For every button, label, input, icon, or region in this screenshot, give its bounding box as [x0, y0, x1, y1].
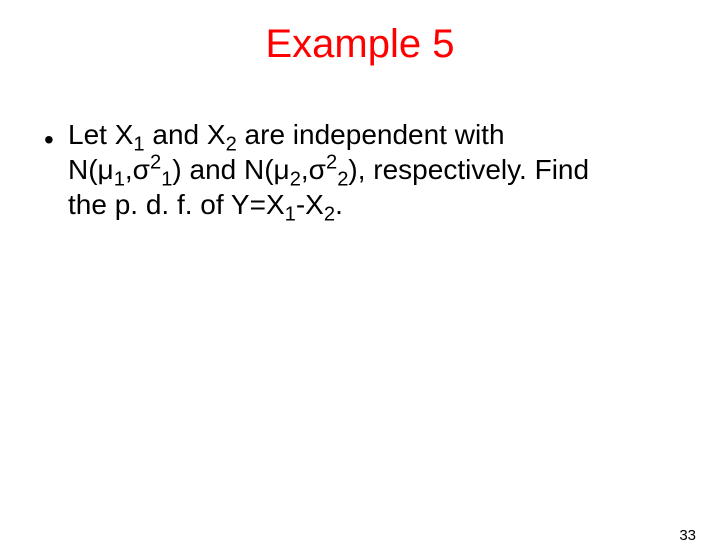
bullet-dot: •: [44, 122, 54, 157]
subscript: 1: [133, 134, 144, 156]
slide: Example 5 • Let X1 and X2 are independen…: [0, 22, 720, 540]
text-run: N(μ: [68, 154, 114, 185]
page-number: 33: [679, 527, 696, 540]
subscript: 1: [161, 169, 172, 191]
text-run: ), respectively. Find: [348, 154, 589, 185]
text-run: are independent with: [237, 119, 505, 150]
subscript: 1: [114, 169, 125, 191]
slide-body: • Let X1 and X2 are independent with N(μ…: [0, 117, 720, 222]
superscript: 2: [326, 152, 337, 174]
bullet-item: • Let X1 and X2 are independent with N(μ…: [40, 117, 690, 222]
slide-title: Example 5: [0, 22, 720, 67]
subscript: 1: [285, 204, 296, 226]
text-run: the p. d. f. of Y=X: [68, 189, 285, 220]
text-run: and X: [145, 119, 226, 150]
text-run: ) and N(μ: [172, 154, 289, 185]
subscript: 2: [324, 204, 335, 226]
text-run: -X: [296, 189, 324, 220]
superscript: 2: [150, 152, 161, 174]
text-run: ,σ: [125, 154, 150, 185]
subscript: 2: [290, 169, 301, 191]
text-run: Let X: [68, 119, 133, 150]
subscript: 2: [226, 134, 237, 156]
subscript: 2: [337, 169, 348, 191]
text-run: .: [335, 189, 343, 220]
text-run: ,σ: [301, 154, 326, 185]
